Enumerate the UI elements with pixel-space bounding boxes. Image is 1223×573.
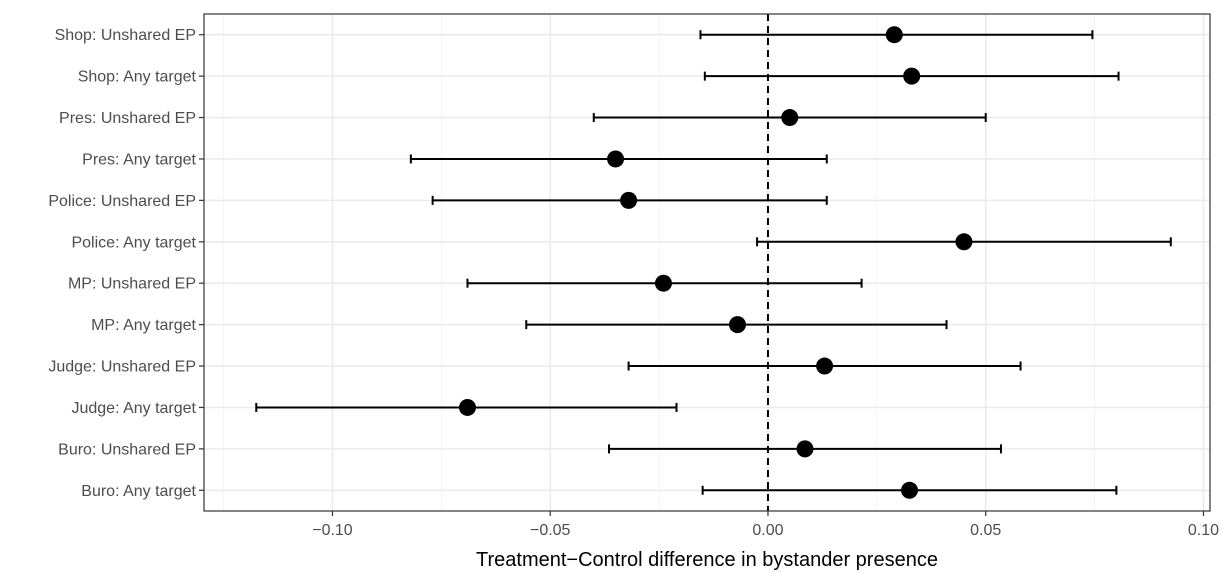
point-estimate <box>796 440 814 458</box>
x-axis: −0.10 −0.05 0.00 0.05 0.10 <box>312 511 1219 539</box>
point-estimate <box>903 67 921 85</box>
y-tick-label: Buro: Any target <box>81 483 196 500</box>
x-tick-label: 0.05 <box>970 522 1001 539</box>
point-estimate <box>816 357 834 375</box>
y-tick-label: Pres: Unshared EP <box>59 110 196 127</box>
x-tick-label: 0.00 <box>752 522 783 539</box>
y-tick-label: MP: Any target <box>91 317 196 334</box>
point-estimate <box>620 191 638 209</box>
point-estimate <box>728 316 746 334</box>
point-estimate <box>901 481 919 499</box>
minor-gridlines <box>223 14 1096 511</box>
point-estimate <box>654 274 672 292</box>
point-estimate <box>885 26 903 44</box>
y-tick-label: Shop: Unshared EP <box>55 27 196 44</box>
y-tick-label: Police: Unshared EP <box>48 193 196 210</box>
point-estimate <box>955 233 973 251</box>
point-estimates <box>458 26 973 499</box>
y-tick-label: Police: Any target <box>71 234 196 251</box>
y-tick-label: Judge: Any target <box>71 400 196 417</box>
point-estimate <box>458 398 476 416</box>
point-estimate <box>607 150 625 168</box>
y-tick-label: Buro: Unshared EP <box>58 441 196 458</box>
y-tick-label: MP: Unshared EP <box>68 276 196 293</box>
y-tick-label: Shop: Any target <box>78 69 197 86</box>
x-tick-label: −0.05 <box>530 522 571 539</box>
point-estimate <box>781 109 799 127</box>
y-tick-label: Pres: Any target <box>82 151 196 168</box>
panel-background <box>204 14 1210 511</box>
y-tick-label: Judge: Unshared EP <box>48 359 196 376</box>
x-axis-title: Treatment−Control difference in bystande… <box>476 549 938 571</box>
x-tick-label: 0.10 <box>1188 522 1219 539</box>
y-axis: Shop: Unshared EP Shop: Any target Pres: U… <box>48 27 204 500</box>
x-tick-label: −0.10 <box>312 522 353 539</box>
panel-border <box>203 13 1211 512</box>
